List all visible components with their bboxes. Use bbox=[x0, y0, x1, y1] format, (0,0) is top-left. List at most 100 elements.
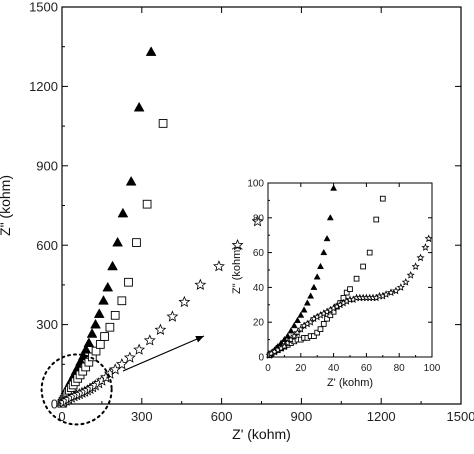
data-point-open-square bbox=[117, 296, 127, 306]
x-tick-label: 600 bbox=[211, 409, 233, 424]
data-point-open-square bbox=[324, 315, 330, 322]
x-tick-label: 300 bbox=[131, 409, 153, 424]
data-point-filled-triangle bbox=[102, 281, 114, 292]
data-point-filled-triangle bbox=[86, 328, 98, 338]
data-point-filled-triangle bbox=[125, 175, 137, 186]
data-point-open-star bbox=[251, 215, 264, 227]
data-point-filled-triangle bbox=[80, 344, 92, 354]
x-tick-label: 60 bbox=[361, 363, 373, 374]
data-point-filled-triangle bbox=[297, 311, 305, 318]
y-tick-label: 100 bbox=[247, 179, 264, 190]
zoom-region-circle bbox=[40, 353, 113, 426]
data-point-open-star bbox=[416, 253, 425, 262]
data-point-open-star bbox=[194, 278, 207, 290]
data-point-open-star bbox=[133, 343, 146, 355]
data-point-open-star bbox=[396, 283, 405, 291]
y-tick-label: 1200 bbox=[29, 79, 58, 94]
callout-arrow-head bbox=[195, 335, 204, 343]
data-point-filled-triangle bbox=[133, 101, 145, 112]
y-tick-label: 60 bbox=[253, 248, 265, 259]
data-point-open-square bbox=[142, 199, 152, 209]
data-point-filled-triangle bbox=[313, 273, 321, 280]
data-point-open-square bbox=[105, 322, 115, 332]
y-tick-label: 300 bbox=[36, 317, 58, 332]
data-point-open-square bbox=[311, 333, 317, 339]
data-point-open-star bbox=[178, 295, 191, 308]
data-point-open-star bbox=[213, 260, 225, 272]
data-point-filled-triangle bbox=[117, 207, 129, 218]
data-point-open-square bbox=[158, 119, 168, 128]
data-point-filled-triangle bbox=[323, 234, 331, 242]
data-point-open-square bbox=[360, 263, 366, 270]
x-tick-label: 1500 bbox=[447, 409, 474, 424]
y-tick-label: 0 bbox=[258, 353, 264, 364]
y-tick-label: 40 bbox=[253, 283, 265, 294]
y-tick-label: 80 bbox=[253, 213, 265, 224]
data-point-open-star bbox=[166, 310, 179, 322]
inset-plot: 0 20 40 60 80 100 0 20 40 60 80 100 Z' (kohm) Z" (koh… bbox=[231, 179, 441, 390]
zoom-callout bbox=[40, 335, 205, 426]
x-tick-label: 1200 bbox=[367, 409, 396, 424]
data-point-open-square bbox=[100, 332, 109, 341]
y-tick-label: 0 bbox=[51, 397, 58, 412]
x-tick-label: 900 bbox=[291, 409, 313, 424]
x-tick-label: 20 bbox=[295, 363, 307, 374]
data-point-open-square bbox=[110, 310, 120, 320]
data-point-filled-triangle bbox=[98, 295, 109, 305]
data-point-open-star bbox=[391, 286, 400, 295]
data-point-open-star bbox=[424, 234, 433, 243]
data-point-open-square bbox=[327, 312, 334, 319]
x-tick-label: 0 bbox=[58, 409, 65, 424]
data-point-open-star bbox=[143, 334, 156, 346]
data-point-open-square bbox=[347, 286, 353, 292]
data-point-open-square bbox=[366, 249, 373, 256]
x-tick-label: 0 bbox=[265, 363, 271, 374]
data-point-filled-triangle bbox=[310, 283, 318, 290]
callout-arrow-line bbox=[122, 335, 205, 372]
data-point-filled-triangle bbox=[287, 327, 295, 334]
data-point-open-square bbox=[132, 238, 141, 247]
data-point-open-star bbox=[115, 358, 128, 370]
data-point-open-star bbox=[411, 262, 420, 270]
data-point-open-square bbox=[373, 216, 380, 223]
data-point-filled-triangle bbox=[112, 236, 123, 247]
data-point-open-square bbox=[320, 321, 327, 327]
data-point-open-star bbox=[154, 323, 167, 335]
series-open-star bbox=[265, 234, 433, 359]
y-tick-label: 600 bbox=[36, 238, 58, 253]
data-point-filled-triangle bbox=[320, 248, 328, 256]
data-point-filled-triangle bbox=[326, 214, 334, 221]
data-point-filled-triangle bbox=[300, 306, 308, 313]
data-point-open-square bbox=[343, 289, 350, 296]
data-point-filled-triangle bbox=[90, 318, 101, 329]
data-point-open-star bbox=[421, 243, 430, 251]
data-point-filled-triangle bbox=[317, 262, 324, 270]
data-point-filled-triangle bbox=[107, 260, 118, 271]
data-point-filled-triangle bbox=[83, 337, 95, 348]
data-point-open-square bbox=[314, 329, 321, 336]
data-point-filled-triangle bbox=[307, 292, 315, 299]
x-axis-title: Z' (kohm) bbox=[327, 377, 373, 389]
data-point-filled-triangle bbox=[294, 316, 301, 323]
x-tick-label: 80 bbox=[394, 363, 406, 374]
data-point-open-star bbox=[406, 270, 415, 279]
data-point-open-square bbox=[124, 277, 133, 287]
data-point-open-square bbox=[353, 275, 360, 282]
data-point-open-square bbox=[379, 195, 386, 202]
data-point-filled-triangle bbox=[303, 299, 311, 306]
y-tick-label: 20 bbox=[253, 318, 265, 329]
x-tick-label: 100 bbox=[424, 363, 441, 374]
data-point-open-star bbox=[386, 288, 396, 297]
data-point-filled-triangle bbox=[330, 184, 338, 191]
data-point-open-square bbox=[95, 340, 105, 349]
y-axis-title: Z" (kohm) bbox=[0, 175, 13, 236]
y-tick-label: 900 bbox=[36, 158, 58, 173]
data-point-filled-triangle bbox=[145, 46, 157, 56]
y-axis-title: Z" (kohm) bbox=[231, 246, 243, 294]
x-tick-label: 40 bbox=[328, 363, 340, 374]
data-point-filled-triangle bbox=[290, 321, 298, 329]
y-tick-label: 1500 bbox=[29, 0, 58, 15]
data-point-open-star bbox=[401, 277, 410, 286]
